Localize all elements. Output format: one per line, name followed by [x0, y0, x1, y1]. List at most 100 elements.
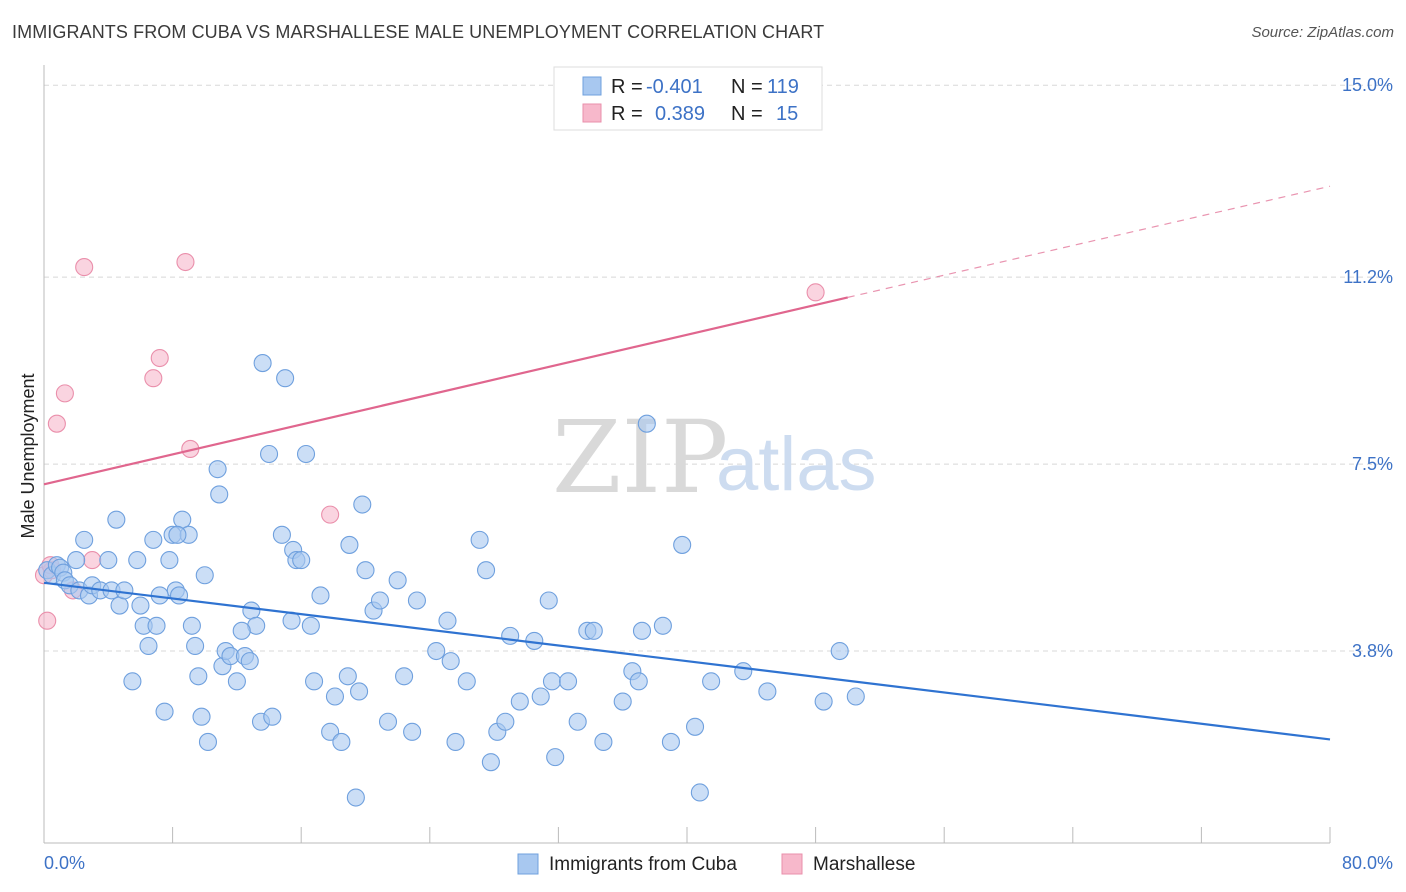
cuba-point-40 — [210, 485, 229, 504]
cuba-point-96 — [558, 672, 578, 691]
gridlines — [44, 84, 1393, 652]
cuba-point-13 — [99, 551, 118, 570]
cuba-point-67 — [340, 535, 359, 554]
cuba-points — [38, 354, 865, 807]
legend-bottom-swatch-cuba — [517, 853, 539, 875]
chart-title: IMMIGRANTS FROM CUBA VS MARSHALLESE MALE… — [12, 22, 825, 42]
y-tick-label-2: 11.2% — [1343, 267, 1393, 287]
cuba-point-77 — [403, 722, 422, 741]
cuba-point-85 — [477, 561, 496, 580]
legend-n-label-cuba: N = — [731, 76, 763, 98]
marshallese-point-7 — [83, 551, 102, 570]
marshallese-point-3 — [47, 414, 66, 433]
marshallese-point-10 — [176, 252, 195, 272]
marshallese-point-4 — [55, 384, 74, 403]
cuba-point-26 — [155, 702, 174, 721]
cuba-point-97 — [568, 712, 587, 731]
cuba-point-69 — [350, 682, 369, 701]
cuba-point-92 — [531, 687, 550, 706]
legend-r-label-cuba: R = — [611, 76, 643, 98]
watermark: ZIP atlas — [552, 399, 877, 516]
axes — [43, 65, 1331, 844]
cuba-point-73 — [370, 591, 390, 610]
cuba-point-16 — [110, 596, 129, 615]
cuba-point-106 — [653, 616, 672, 635]
cuba-point-109 — [685, 717, 705, 736]
cuba-point-90 — [510, 692, 529, 711]
cuba-point-22 — [139, 636, 158, 656]
cuba-point-94 — [542, 672, 562, 691]
source-credit: Source: ZipAtlas.com — [1251, 24, 1394, 41]
cuba-point-116 — [846, 687, 865, 706]
cuba-point-53 — [272, 525, 291, 544]
marshallese-point-12 — [321, 505, 340, 524]
cuba-point-46 — [240, 652, 259, 671]
y-tick-labels: 3.8% 7.5% 11.2% 15.0% — [1342, 75, 1393, 661]
y-tick-label-0: 3.8% — [1352, 641, 1393, 661]
cuba-point-64 — [325, 687, 345, 706]
cuba-point-84 — [470, 530, 489, 549]
y-axis-title: Male Unemployment — [18, 373, 38, 538]
x-tick-min: 0.0% — [44, 853, 85, 873]
marshallese-point-6 — [75, 258, 94, 277]
marshallese-point-1 — [38, 611, 57, 630]
cuba-point-117 — [168, 525, 187, 544]
y-tick-label-1: 7.5% — [1352, 454, 1393, 474]
cuba-point-88 — [496, 712, 515, 731]
cuba-trend-line — [43, 581, 1331, 741]
cuba-point-115 — [830, 641, 849, 661]
legend-bottom: Immigrants from Cuba Marshallese — [517, 853, 915, 875]
cuba-point-30 — [169, 586, 189, 605]
cuba-point-34 — [186, 636, 205, 656]
cuba-point-111 — [702, 672, 721, 691]
cuba-point-107 — [661, 732, 680, 752]
legend-bottom-swatch-marshallese — [781, 853, 803, 875]
cuba-point-52 — [263, 707, 282, 726]
cuba-point-105 — [637, 414, 656, 433]
cuba-point-27 — [160, 551, 179, 570]
legend-swatch-marshallese — [582, 103, 602, 123]
cuba-point-51 — [259, 444, 279, 464]
cuba-point-103 — [629, 672, 648, 691]
cuba-point-39 — [208, 460, 227, 479]
cuba-point-108 — [673, 535, 692, 554]
x-tick-max: 80.0% — [1342, 853, 1393, 873]
cuba-point-101 — [613, 692, 632, 711]
cuba-point-76 — [395, 667, 414, 686]
cuba-point-37 — [195, 566, 214, 585]
cuba-point-38 — [198, 732, 218, 752]
cuba-point-7 — [67, 551, 86, 570]
cuba-point-44 — [227, 672, 246, 691]
legend-r-value-marshallese: 0.389 — [655, 103, 705, 125]
watermark-atlas: atlas — [716, 422, 877, 507]
cuba-point-20 — [131, 596, 150, 615]
cuba-point-59 — [296, 444, 316, 464]
cuba-point-58 — [292, 551, 311, 570]
cuba-point-89 — [501, 626, 520, 645]
cuba-point-36 — [192, 707, 211, 726]
cuba-point-60 — [301, 616, 320, 635]
cuba-point-113 — [758, 682, 777, 701]
cuba-point-62 — [311, 586, 330, 605]
marshallese-trend-line — [43, 296, 848, 486]
cuba-point-63 — [321, 722, 340, 741]
cuba-point-65 — [332, 732, 351, 752]
cuba-point-75 — [388, 571, 407, 590]
cuba-point-110 — [690, 783, 709, 802]
cuba-point-80 — [438, 611, 457, 630]
marshallese-point-8 — [144, 369, 163, 388]
cuba-point-33 — [182, 616, 201, 635]
cuba-point-114 — [814, 692, 833, 711]
legend-bottom-label-cuba: Immigrants from Cuba — [549, 854, 737, 875]
cuba-point-61 — [305, 672, 324, 691]
cuba-point-23 — [144, 530, 163, 549]
cuba-point-74 — [378, 712, 398, 731]
y-tick-label-3: 15.0% — [1342, 75, 1393, 95]
cuba-point-17 — [115, 581, 134, 600]
x-tick-labels: 0.0% 80.0% — [44, 853, 1393, 873]
cuba-point-95 — [546, 748, 565, 767]
cuba-point-82 — [446, 732, 465, 752]
cuba-point-79 — [427, 641, 446, 661]
legend-bottom-label-marshallese: Marshallese — [813, 854, 915, 875]
cuba-point-70 — [353, 495, 372, 514]
